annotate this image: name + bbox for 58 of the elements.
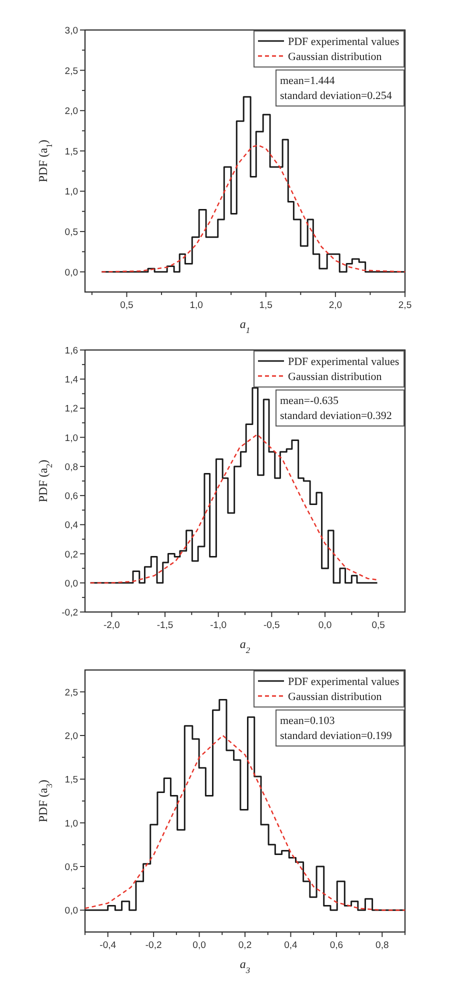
legend-label: PDF experimental values	[288, 36, 400, 48]
y-tick-label: 1,4	[64, 374, 78, 386]
y-tick-label: 0,0	[64, 578, 78, 590]
annotation: standard deviation=0.199	[280, 730, 392, 742]
x-tick-label: 0,6	[330, 940, 344, 951]
y-tick-label: 1,2	[64, 404, 78, 415]
annotation: mean=1.444	[280, 75, 336, 87]
y-tick-label: -0,2	[62, 608, 78, 618]
legend-label: Gaussian distribution	[288, 371, 382, 383]
x-tick-label: 0,0	[318, 620, 332, 631]
y-tick-label: 3,0	[64, 26, 78, 36]
legend-label: PDF experimental values	[288, 676, 400, 688]
x-tick-label: 0,5	[372, 620, 385, 631]
x-tick-label: -0,4	[100, 940, 116, 951]
y-tick-label: 1,0	[64, 186, 78, 198]
x-tick-label: 0,2	[238, 940, 252, 951]
line-series	[90, 434, 379, 584]
y-tick-label: 0,4	[64, 520, 78, 532]
x-tick-label: 1,5	[259, 300, 272, 311]
y-tick-label: 0,5	[64, 862, 78, 873]
x-tick-label: 0,0	[192, 940, 206, 951]
y-tick-label: 1,5	[64, 146, 78, 158]
x-tick-label: 0,8	[376, 940, 389, 951]
x-tick-label: 0,4	[284, 940, 298, 951]
x-tick-label: 1,0	[190, 300, 203, 311]
x-tick-label: 2,0	[328, 300, 342, 311]
x-tick-label: 0,5	[120, 300, 134, 311]
x-axis-title: a$_{3}$	[240, 957, 250, 974]
x-tick-label: -2,0	[103, 620, 120, 631]
y-tick-label: 1,6	[64, 346, 78, 356]
x-axis-title: a$_{1}$	[240, 317, 250, 334]
legend-label: Gaussian distribution	[288, 691, 382, 703]
annotation: standard deviation=0.254	[280, 90, 392, 102]
y-tick-label: 2,0	[64, 731, 78, 742]
annotation: mean=0.103	[280, 715, 336, 727]
y-tick-label: 0,2	[64, 549, 78, 560]
y-tick-label: 0,0	[64, 906, 78, 917]
x-axis-title: a$_{2}$	[240, 637, 250, 654]
y-tick-label: 2,0	[64, 106, 78, 118]
y-tick-label: 0,0	[64, 267, 78, 278]
y-tick-label: 0,6	[64, 491, 78, 502]
x-tick-label: -0,2	[145, 940, 162, 951]
y-tick-label: 2,5	[64, 66, 78, 77]
y-tick-label: 1,0	[64, 818, 78, 830]
annotation: standard deviation=0.392	[280, 410, 392, 422]
y-tick-label: 2,5	[64, 687, 78, 698]
x-tick-label: -1,5	[156, 620, 174, 631]
legend-label: PDF experimental values	[288, 356, 400, 368]
x-tick-label: -0,5	[263, 620, 280, 631]
x-tick-label: 2,5	[398, 300, 412, 311]
y-tick-label: 1,5	[64, 774, 78, 786]
y-tick-label: 0,8	[64, 462, 78, 473]
y-tick-label: 1,0	[64, 432, 78, 444]
annotation: mean=-0.635	[280, 395, 339, 407]
x-tick-label: -1,0	[210, 620, 227, 631]
legend-label: Gaussian distribution	[288, 51, 382, 63]
line-series	[101, 144, 406, 272]
y-tick-label: 0,5	[64, 227, 78, 238]
